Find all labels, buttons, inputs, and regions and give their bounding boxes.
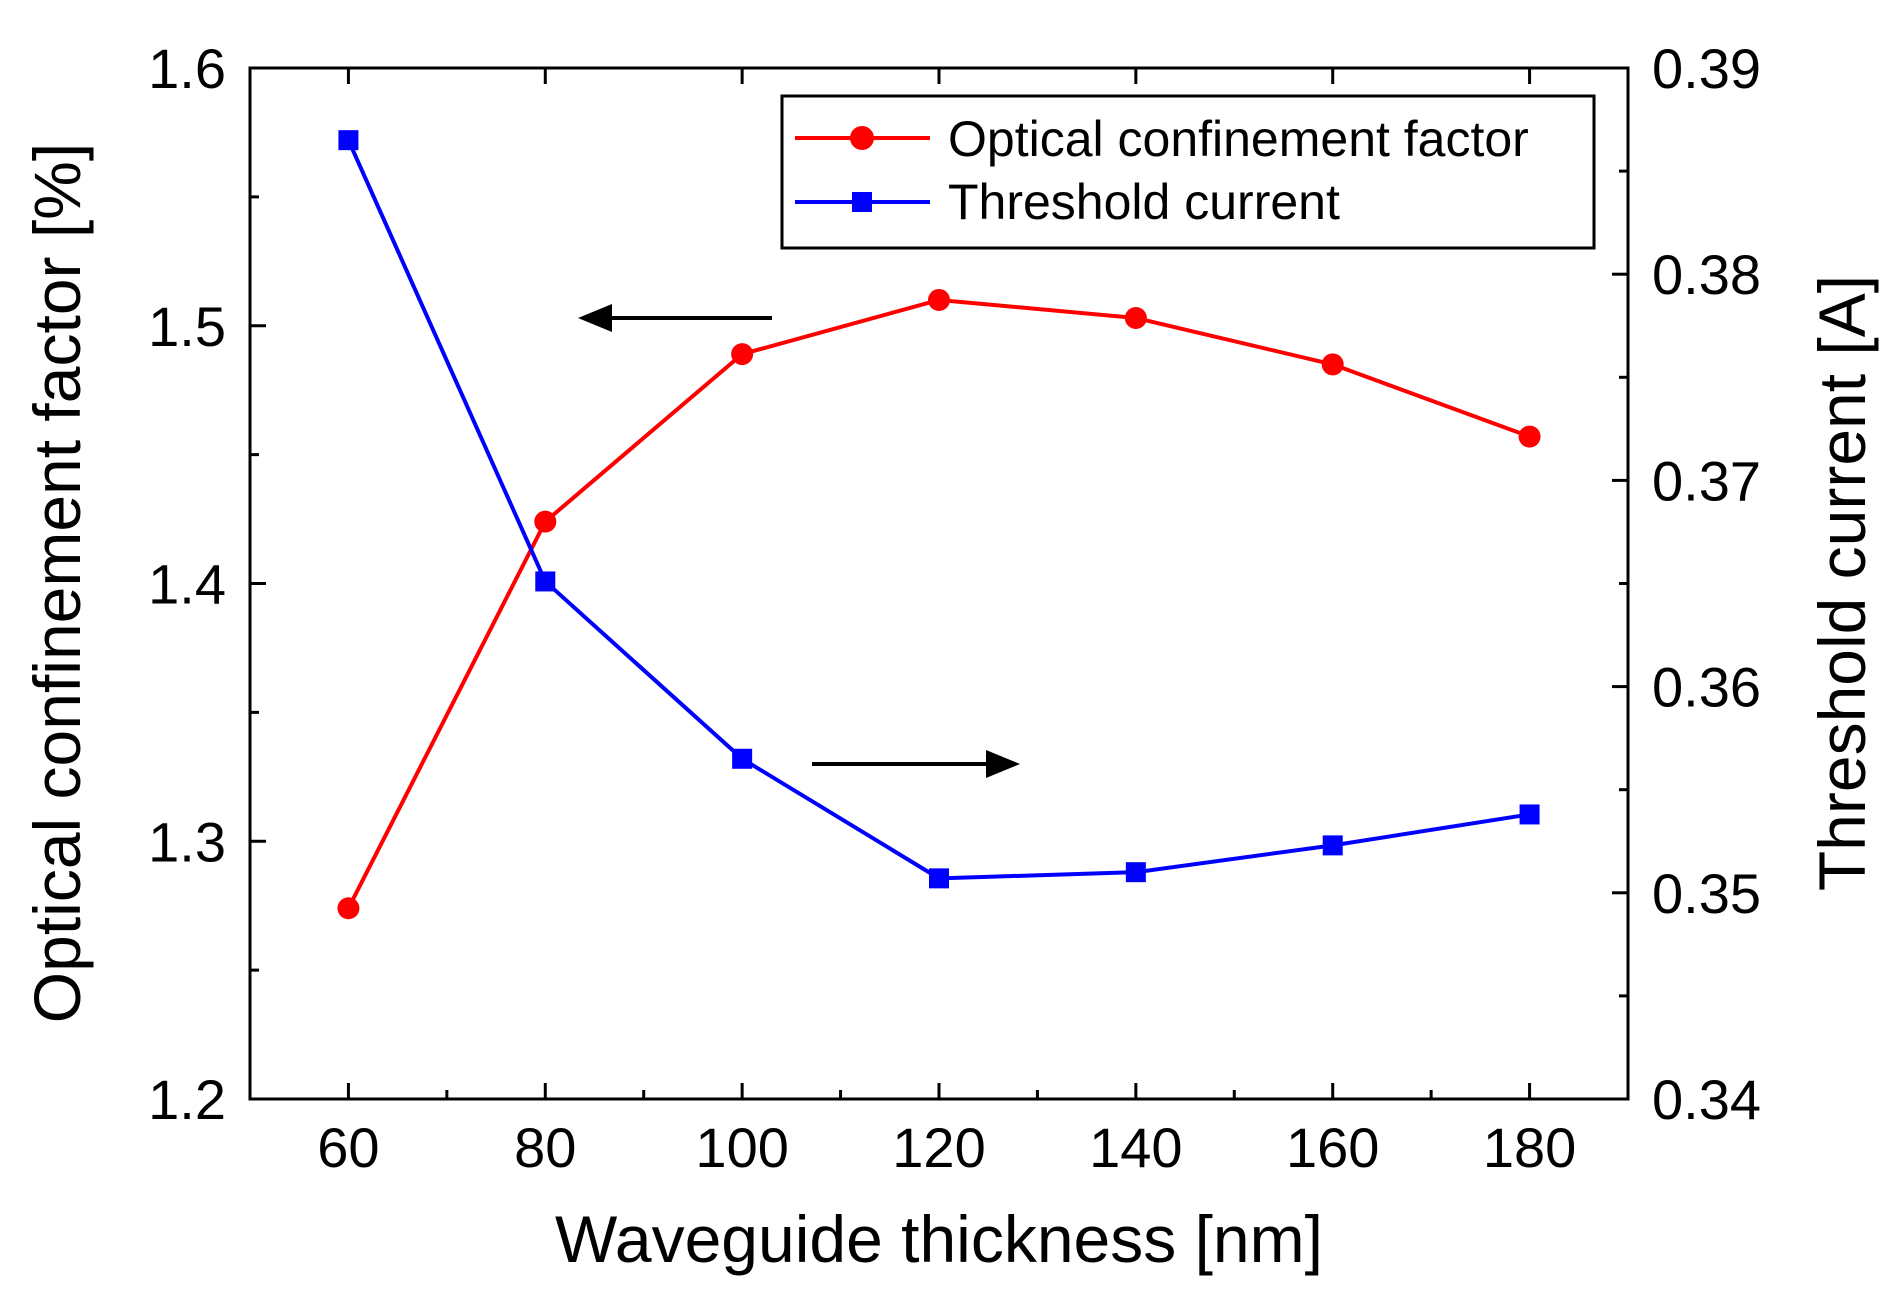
data-point [1519, 804, 1540, 825]
y-tick-label: 1.3 [148, 810, 226, 873]
y2-axis-title: Threshold current [A] [1805, 275, 1879, 891]
data-point [1518, 425, 1541, 448]
y-axis-title: Optical confinement factor [%] [20, 143, 94, 1023]
data-point [1321, 353, 1344, 376]
data-point [535, 571, 556, 592]
data-point [534, 510, 557, 533]
x-tick-label: 100 [695, 1116, 788, 1179]
y2-tick-label: 0.38 [1652, 243, 1761, 306]
data-point [731, 343, 754, 366]
legend-box [780, 94, 1596, 250]
series-threshold [338, 130, 1540, 889]
y2-tick-label: 0.34 [1652, 1068, 1761, 1131]
right-arrow-head [986, 750, 1020, 778]
x-axis-title: Waveguide thickness [nm] [555, 1202, 1323, 1276]
data-point [1124, 307, 1147, 330]
y2-tick-label: 0.39 [1652, 37, 1761, 100]
x-tick-label: 160 [1286, 1116, 1379, 1179]
y-tick-label: 1.5 [148, 295, 226, 358]
legend: Optical confinement factor Threshold cur… [780, 94, 1596, 250]
data-point [928, 288, 950, 311]
x-tick-label: 140 [1089, 1116, 1182, 1179]
ticks-layer: 60 80 100 120 140 160 180 1.2 1.3 1.4 1.5 1.6 0.34 0.… [148, 37, 1761, 1179]
y-tick-label: 1.2 [148, 1068, 226, 1131]
legend-label-threshold: Threshold current [948, 174, 1340, 230]
series-line [346, 139, 1530, 881]
x-tick-label: 60 [317, 1116, 379, 1179]
data-point [1322, 835, 1343, 856]
legend-label-confinement: Optical confinement factor [948, 111, 1529, 167]
series-confinement [337, 288, 1541, 920]
x-tick-label: 120 [892, 1116, 985, 1179]
y2-tick-label: 0.36 [1652, 656, 1761, 719]
right-arrow-annotation [812, 750, 1020, 778]
series-layer [337, 130, 1541, 920]
data-point [929, 868, 949, 889]
data-point [338, 130, 359, 151]
series-line [346, 297, 1531, 910]
y2-tick-label: 0.37 [1652, 449, 1761, 512]
data-point [732, 748, 753, 769]
left-arrow-head [578, 304, 612, 332]
y2-tick-label: 0.35 [1652, 862, 1761, 925]
legend-marker-threshold [852, 192, 872, 212]
left-arrow-annotation [578, 304, 772, 332]
data-point [1125, 862, 1146, 883]
x-tick-label: 180 [1483, 1116, 1576, 1179]
y-tick-label: 1.4 [148, 553, 226, 616]
x-tick-label: 80 [514, 1116, 576, 1179]
y-tick-label: 1.6 [148, 37, 226, 100]
legend-marker-confinement [850, 126, 874, 150]
data-point [337, 897, 360, 920]
